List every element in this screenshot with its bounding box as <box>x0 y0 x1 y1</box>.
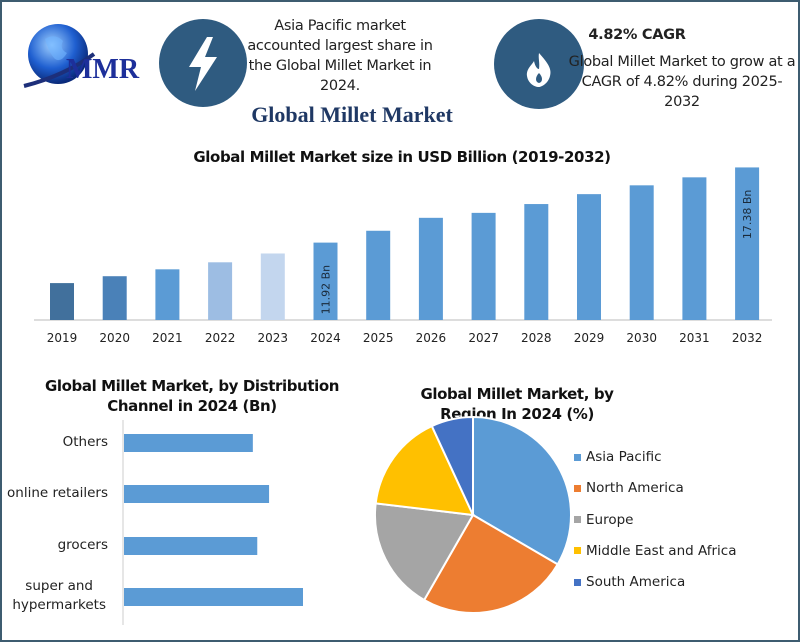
x-tick-label: 2025 <box>363 331 394 345</box>
legend-swatch <box>574 547 581 555</box>
distribution-bar-chart <box>122 420 303 625</box>
x-tick-label: 2021 <box>152 331 183 345</box>
pie-slice-europe <box>374 502 475 602</box>
legend-label: Middle East and Africa <box>586 542 737 559</box>
bar-2032 <box>735 167 760 320</box>
market-size-bar-chart: 2019 2020 2021 2022 2023 2024 11.92 Bn 2025 2026… <box>34 167 772 345</box>
logo-text: MMR <box>66 54 140 85</box>
x-tick-label: 2032 <box>732 331 763 345</box>
mmr-logo: MMR <box>20 14 155 94</box>
hbar-grocers <box>124 537 258 555</box>
legend-item: Europe <box>574 512 633 528</box>
x-tick-label: 2029 <box>574 331 605 345</box>
legend-item: Middle East and Africa <box>574 543 737 559</box>
legend-swatch <box>574 516 581 524</box>
lightning-bolt-icon <box>189 37 217 91</box>
y-tick-label: online retailers <box>7 484 108 501</box>
legend-swatch <box>574 484 581 492</box>
x-tick-label: 2022 <box>205 331 236 345</box>
y-tick-label: grocers <box>57 536 108 553</box>
x-tick-label: 2023 <box>258 331 289 345</box>
bar-2020 <box>102 276 127 320</box>
page-title: Global Millet Market <box>251 102 453 127</box>
x-tick-label: 2030 <box>626 331 657 345</box>
x-tick-label: 2024 <box>310 331 341 345</box>
bar-2028 <box>524 204 549 320</box>
x-tick-label: 2031 <box>679 331 710 345</box>
data-label-2024: 11.92 Bn <box>320 265 333 315</box>
y-tick-label: super and hypermarkets <box>12 578 106 613</box>
x-tick-label: 2019 <box>47 331 78 345</box>
x-tick-label: 2026 <box>416 331 447 345</box>
bar-2021 <box>155 269 180 320</box>
bar-2023 <box>260 253 285 320</box>
legend-item: South America <box>574 574 685 590</box>
highlight-icon-circle <box>159 19 247 107</box>
bar-2029 <box>577 194 601 320</box>
highlight-text: Asia Pacific market accounted largest sh… <box>247 18 433 94</box>
legend-item: Asia Pacific <box>574 449 662 465</box>
bar-2031 <box>682 177 707 320</box>
y-tick-label: Others <box>62 433 108 450</box>
legend-label: South America <box>586 574 686 591</box>
legend-label: Europe <box>586 511 634 528</box>
x-tick-label: 2027 <box>468 331 499 345</box>
legend-swatch <box>574 578 581 586</box>
cagr-title: 4.82% CAGR <box>588 27 686 43</box>
bar-2030 <box>629 185 654 320</box>
legend-item: North America <box>574 480 684 496</box>
hbar-super-and-hypermarkets <box>124 588 303 606</box>
legend-label: North America <box>586 480 684 497</box>
flame-icon <box>526 53 551 87</box>
market-size-chart-title: Global Millet Market size in USD Billion… <box>193 148 611 166</box>
hbar-online-retailers <box>124 485 270 503</box>
bar-2026 <box>418 217 443 320</box>
pie-slice-south-america <box>430 415 474 516</box>
pie-slice-north-america <box>422 513 560 614</box>
hbar-Others <box>124 434 253 452</box>
pie-slice-middle-east-and-africa <box>374 424 475 517</box>
bar-2022 <box>208 262 233 320</box>
bar-2027 <box>471 212 496 320</box>
x-tick-label: 2028 <box>521 331 552 345</box>
cagr-icon-circle <box>494 19 584 109</box>
bar-2019 <box>50 283 74 320</box>
globe-icon <box>23 24 96 88</box>
bar-2025 <box>366 230 391 320</box>
bar-2024 <box>313 242 338 320</box>
legend-label: Asia Pacific <box>586 449 662 465</box>
x-tick-label: 2020 <box>99 331 130 345</box>
pie-slice-asia-pacific <box>472 415 572 566</box>
data-label-2032: 17.38 Bn <box>741 190 754 240</box>
distribution-chart-title: Global Millet Market, by Distribution Ch… <box>44 377 340 415</box>
legend-swatch <box>574 453 581 461</box>
region-chart-title: Global Millet Market, by Region In 2024 … <box>420 385 614 423</box>
cagr-text: Global Millet Market to grow at a CAGR o… <box>568 54 796 110</box>
